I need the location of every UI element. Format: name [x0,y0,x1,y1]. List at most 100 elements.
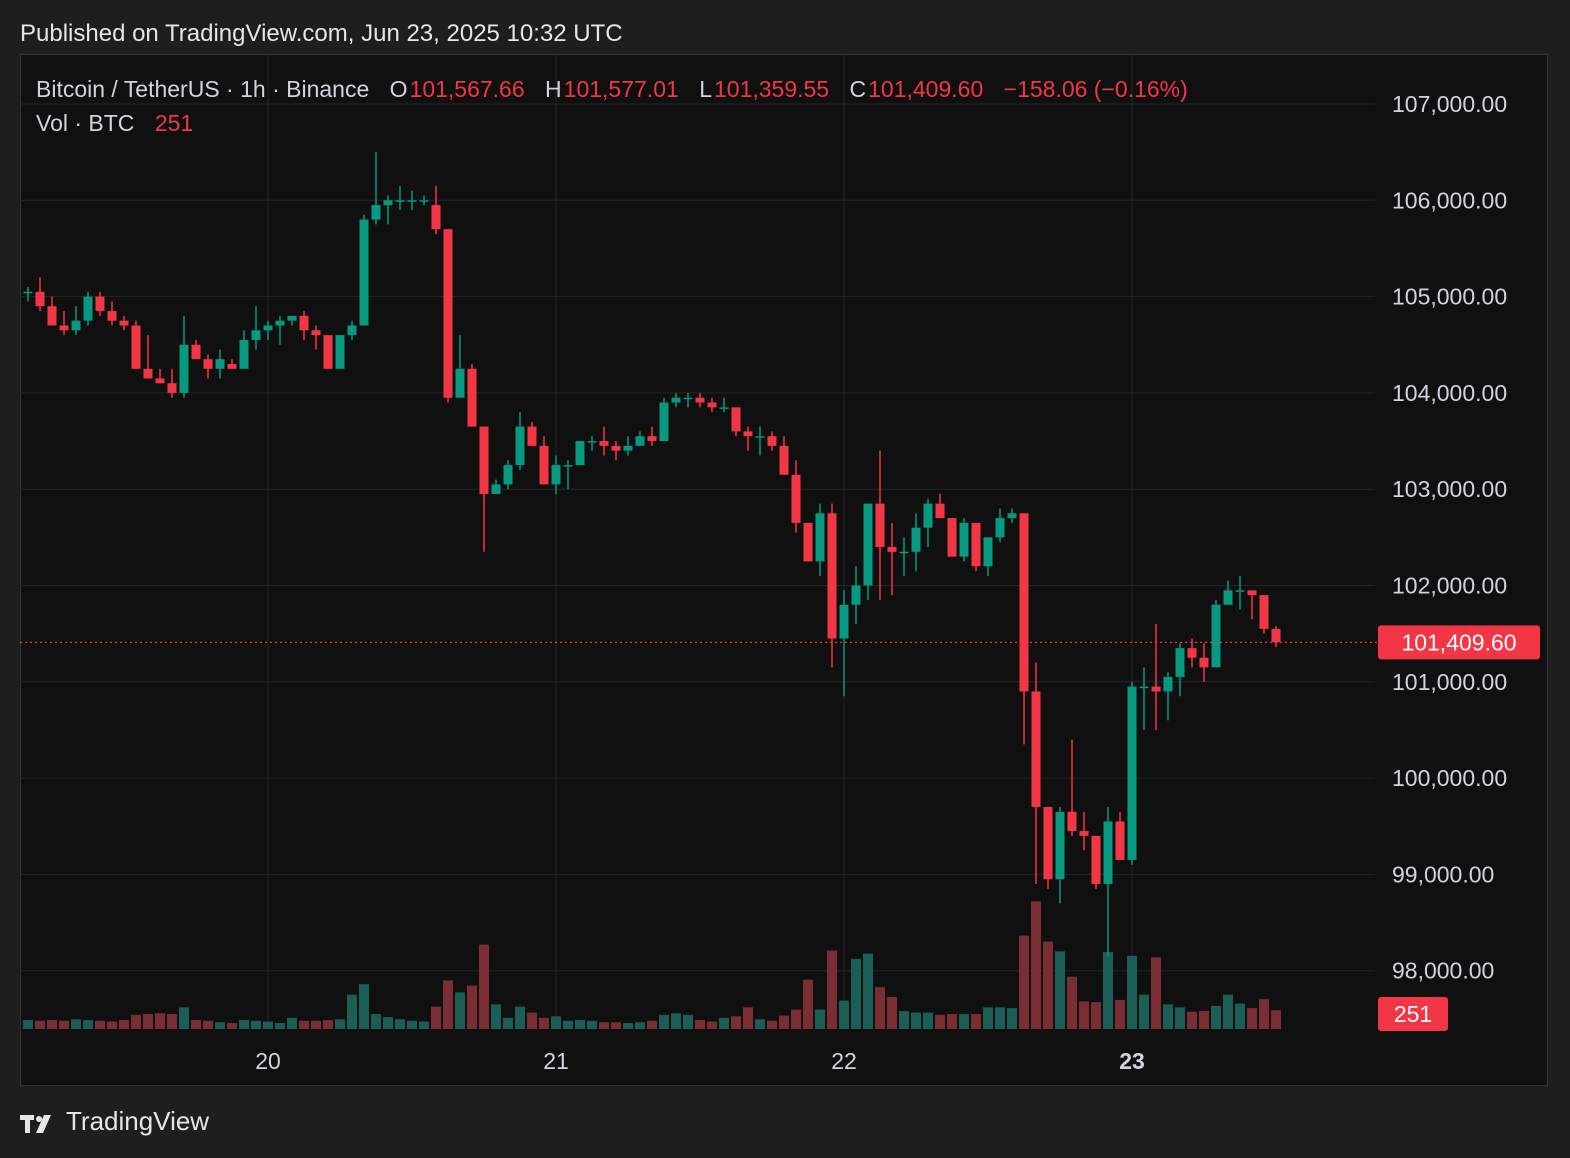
candle-body[interactable] [899,551,909,554]
candle-body[interactable] [767,436,777,446]
candle-body[interactable] [335,335,345,369]
candle-body[interactable] [911,527,921,552]
candle-body[interactable] [155,378,165,384]
candle-body[interactable] [839,604,849,639]
candle-body[interactable] [695,397,705,403]
candle-body[interactable] [347,325,357,336]
candle-body[interactable] [419,200,429,202]
candle-body[interactable] [23,291,33,294]
candle-body[interactable] [827,513,837,639]
candle-body[interactable] [1271,628,1281,643]
candle-body[interactable] [287,315,297,321]
candle-body[interactable] [455,368,465,398]
candle-body[interactable] [779,445,789,475]
candle-body[interactable] [371,205,381,220]
candle-body[interactable] [323,335,333,369]
candle-body[interactable] [1127,686,1137,860]
candle-body[interactable] [875,503,885,547]
candle-body[interactable] [983,537,993,567]
candle-body[interactable] [887,546,897,552]
candle-body[interactable] [587,441,597,443]
candle-body[interactable] [407,200,417,202]
candle-body[interactable] [383,200,393,206]
candle-body[interactable] [743,431,753,437]
candle-body[interactable] [143,368,153,379]
candle-body[interactable] [1259,595,1269,629]
candle-body[interactable] [707,402,717,408]
candle-body[interactable] [443,229,453,398]
candlestick-chart[interactable]: 107,000.00 106,000.00 105,000.00 104,000.00… [20,54,1548,1086]
candle-body[interactable] [131,325,141,369]
candle-body[interactable] [1115,821,1125,860]
candle-body[interactable] [1019,513,1029,692]
candle-body[interactable] [503,465,513,485]
candle-body[interactable] [47,306,57,326]
candle-body[interactable] [971,522,981,567]
candle-body[interactable] [563,465,573,467]
candle-body[interactable] [803,522,813,562]
candle-body[interactable] [1043,806,1053,880]
candle-body[interactable] [623,445,633,451]
candle-body[interactable] [1187,648,1197,658]
candle-body[interactable] [635,436,645,446]
candle-body[interactable] [95,296,105,312]
candle-body[interactable] [1103,821,1113,885]
candle-body[interactable] [251,330,261,340]
candle-body[interactable] [611,445,621,451]
candle-body[interactable] [179,344,189,393]
candle-body[interactable] [791,474,801,523]
candle-body[interactable] [431,205,441,230]
candle-body[interactable] [551,465,561,485]
candle-body[interactable] [923,503,933,528]
candle-body[interactable] [1079,831,1089,836]
candle-body[interactable] [575,441,585,466]
candle-body[interactable] [539,445,549,485]
candle-body[interactable] [1199,657,1209,668]
candle-body[interactable] [1031,691,1041,807]
candle-body[interactable] [215,359,225,369]
candle-body[interactable] [863,503,873,586]
candle-body[interactable] [107,311,117,321]
candle-body[interactable] [299,315,309,331]
candle-body[interactable] [1091,835,1101,885]
candle-body[interactable] [59,325,69,331]
candle-body[interactable] [1007,513,1017,519]
candle-body[interactable] [311,330,321,336]
candle-body[interactable] [647,436,657,442]
candle-body[interactable] [83,296,93,321]
candle-body[interactable] [935,503,945,519]
candle-body[interactable] [1247,590,1257,596]
candle-body[interactable] [1163,676,1173,692]
candle-body[interactable] [719,407,729,409]
candle-body[interactable] [527,426,537,446]
candle-body[interactable] [467,368,477,427]
candle-body[interactable] [1223,590,1233,605]
candle-body[interactable] [755,436,765,438]
candle-body[interactable] [659,402,669,442]
candle-body[interactable] [683,397,693,400]
candle-body[interactable] [263,325,273,331]
candle-body[interactable] [599,441,609,446]
candle-body[interactable] [239,339,249,369]
candle-body[interactable] [1067,811,1077,832]
candle-body[interactable] [959,522,969,557]
candle-body[interactable] [491,484,501,495]
candle-body[interactable] [947,518,957,557]
candle-body[interactable] [359,219,369,326]
candle-body[interactable] [1235,590,1245,592]
candle-body[interactable] [479,426,489,495]
candle-body[interactable] [227,364,237,369]
symbol-label[interactable]: Bitcoin / TetherUS · 1h · Binance [36,76,370,102]
candle-body[interactable] [995,518,1005,538]
candle-body[interactable] [35,291,45,307]
candle-body[interactable] [671,397,681,403]
candle-body[interactable] [515,426,525,466]
candle-body[interactable] [1139,686,1149,689]
candle-body[interactable] [119,320,129,326]
candle-body[interactable] [275,320,285,326]
candle-body[interactable] [731,407,741,432]
candle-body[interactable] [167,383,177,393]
candle-body[interactable] [851,585,861,605]
candle-body[interactable] [1151,686,1161,692]
candle-body[interactable] [71,320,81,331]
